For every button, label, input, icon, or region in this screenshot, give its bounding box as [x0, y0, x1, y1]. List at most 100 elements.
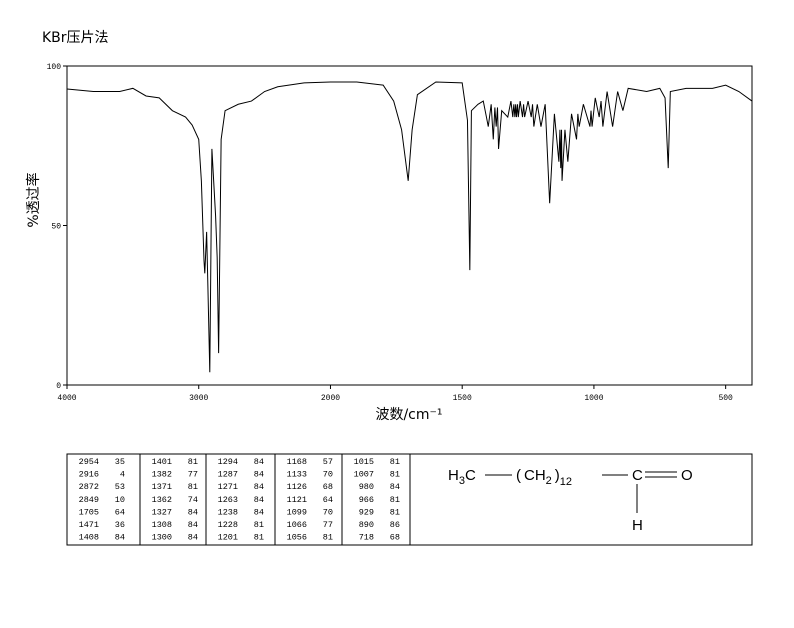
- methyl: H3C: [448, 467, 476, 487]
- peak-transmittance: 84: [115, 533, 125, 543]
- peak-wavenumber: 1362: [152, 495, 172, 505]
- peak-transmittance: 77: [188, 470, 198, 480]
- peak-wavenumber: 1327: [152, 507, 172, 517]
- peak-table: 2954 35 2916 4 2872 53 2849 10 1705 64 1471 36 1408 8…: [79, 454, 411, 545]
- peak-wavenumber: 1271: [218, 482, 238, 492]
- peak-transmittance: 84: [254, 507, 264, 517]
- peak-wavenumber: 1056: [287, 533, 307, 543]
- y-tick-label: 50: [51, 223, 61, 232]
- peak-wavenumber: 1238: [218, 507, 238, 517]
- peak-transmittance: 81: [390, 507, 400, 517]
- peak-wavenumber: 966: [359, 495, 374, 505]
- x-tick-label: 1000: [584, 394, 603, 403]
- peak-wavenumber: 1007: [354, 470, 374, 480]
- peak-transmittance: 84: [254, 482, 264, 492]
- peak-wavenumber: 718: [359, 533, 374, 543]
- peak-transmittance: 81: [390, 495, 400, 505]
- chain: (CH2)12: [516, 467, 572, 488]
- peak-transmittance: 4: [120, 470, 125, 480]
- peak-transmittance: 81: [323, 533, 333, 543]
- atom: C: [465, 467, 476, 484]
- peak-transmittance: 86: [390, 520, 400, 530]
- peak-transmittance: 84: [254, 470, 264, 480]
- subscript: 3: [459, 475, 465, 487]
- peak-transmittance: 84: [254, 457, 264, 467]
- x-tick-label: 3000: [189, 394, 208, 403]
- peak-wavenumber: 1705: [79, 507, 99, 517]
- peak-transmittance: 77: [323, 520, 333, 530]
- x-tick-label: 1500: [453, 394, 472, 403]
- peak-transmittance: 84: [188, 507, 198, 517]
- atom: CH: [524, 467, 546, 484]
- peak-wavenumber: 1401: [152, 457, 172, 467]
- hydrogen: H: [632, 517, 643, 534]
- y-axis-label: %透过率: [25, 172, 42, 227]
- peak-wavenumber: 1263: [218, 495, 238, 505]
- peak-transmittance: 53: [115, 482, 125, 492]
- peak-wavenumber: 1294: [218, 457, 238, 467]
- peak-transmittance: 70: [323, 507, 333, 517]
- peak-transmittance: 84: [254, 495, 264, 505]
- peak-transmittance: 57: [323, 457, 333, 467]
- peak-wavenumber: 1133: [287, 470, 307, 480]
- peak-wavenumber: 1300: [152, 533, 172, 543]
- peak-transmittance: 81: [188, 457, 198, 467]
- peak-wavenumber: 1201: [218, 533, 238, 543]
- chart-title: KBr压片法: [42, 30, 109, 46]
- peak-wavenumber: 1308: [152, 520, 172, 530]
- x-tick-label: 2000: [321, 394, 340, 403]
- peak-transmittance: 81: [254, 533, 264, 543]
- peak-transmittance: 68: [323, 482, 333, 492]
- x-tick-label: 4000: [57, 394, 76, 403]
- peak-transmittance: 81: [390, 457, 400, 467]
- peak-wavenumber: 1126: [287, 482, 307, 492]
- peak-wavenumber: 890: [359, 520, 374, 530]
- peak-transmittance: 81: [254, 520, 264, 530]
- y-tick-label: 0: [56, 382, 61, 391]
- peak-wavenumber: 1287: [218, 470, 238, 480]
- carbonyl-carbon: C: [632, 467, 643, 484]
- peak-transmittance: 81: [390, 470, 400, 480]
- peak-transmittance: 70: [323, 470, 333, 480]
- peak-wavenumber: 1408: [79, 533, 99, 543]
- peak-wavenumber: 2954: [79, 457, 99, 467]
- peak-transmittance: 84: [390, 482, 400, 492]
- atom: H: [448, 467, 459, 484]
- peak-transmittance: 74: [188, 495, 198, 505]
- peak-wavenumber: 2916: [79, 470, 99, 480]
- peak-wavenumber: 1168: [287, 457, 307, 467]
- peak-transmittance: 84: [188, 520, 198, 530]
- spectrum-line: [66, 81, 753, 373]
- peak-transmittance: 36: [115, 520, 125, 530]
- oxygen: O: [681, 467, 693, 484]
- paren: ): [555, 467, 560, 484]
- peak-wavenumber: 1471: [79, 520, 99, 530]
- x-axis-label: 波数/cm⁻¹: [375, 407, 442, 423]
- peak-wavenumber: 2849: [79, 495, 99, 505]
- structure: H3C (CH2)12 C O H: [448, 467, 693, 534]
- peak-transmittance: 64: [115, 507, 125, 517]
- plot-frame: [66, 65, 753, 386]
- subscript: 2: [546, 475, 552, 487]
- peak-wavenumber: 2872: [79, 482, 99, 492]
- peak-transmittance: 81: [188, 482, 198, 492]
- subscript: 12: [560, 476, 572, 488]
- peak-transmittance: 35: [115, 457, 125, 467]
- peak-wavenumber: 1121: [287, 495, 307, 505]
- peak-transmittance: 64: [323, 495, 333, 505]
- peak-transmittance: 10: [115, 495, 125, 505]
- peak-wavenumber: 1099: [287, 507, 307, 517]
- peak-wavenumber: 1066: [287, 520, 307, 530]
- peak-transmittance: 68: [390, 533, 400, 543]
- peak-wavenumber: 1382: [152, 470, 172, 480]
- x-tick-label: 500: [718, 394, 733, 403]
- peak-wavenumber: 1015: [354, 457, 374, 467]
- peak-wavenumber: 1228: [218, 520, 238, 530]
- y-tick-label: 100: [47, 63, 62, 72]
- peak-wavenumber: 929: [359, 507, 374, 517]
- peak-wavenumber: 980: [359, 482, 374, 492]
- peak-transmittance: 84: [188, 533, 198, 543]
- paren: (: [516, 467, 521, 484]
- peak-wavenumber: 1371: [152, 482, 172, 492]
